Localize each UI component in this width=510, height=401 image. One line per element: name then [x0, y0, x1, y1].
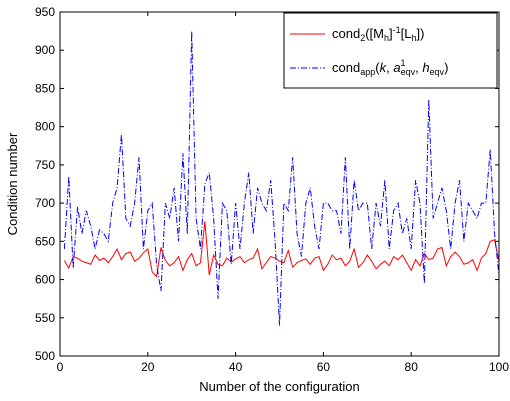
y-tick-label-6: 800 — [35, 120, 55, 134]
legend-entry-1: condapp(k, a1 eqv, heqv) — [332, 58, 448, 77]
y-tick-label-3: 650 — [35, 234, 55, 248]
x-tick-label-2: 40 — [229, 360, 243, 374]
legend-box — [283, 12, 498, 89]
y-tick-label-0: 500 — [35, 349, 55, 363]
y-tick-label-2: 600 — [35, 273, 55, 287]
ticks-layer: 0 20 40 60 80 100 500 550 600 650 700 750 800 850 900 9… — [35, 5, 509, 374]
y-tick-label-1: 550 — [35, 311, 55, 325]
y-axis-label: Condition number — [5, 132, 20, 235]
y-tick-label-8: 900 — [35, 43, 55, 57]
y-tick-label-5: 750 — [35, 158, 55, 172]
x-tick-label-1: 20 — [141, 360, 155, 374]
x-tick-label-3: 60 — [317, 360, 331, 374]
x-tick-label-4: 80 — [405, 360, 419, 374]
y-tick-label-9: 950 — [35, 5, 55, 19]
y-tick-label-7: 850 — [35, 81, 55, 95]
x-axis-label: Number of the configuration — [199, 379, 359, 394]
y-tick-label-4: 700 — [35, 196, 55, 210]
legend: cond2([Mh]-1[Lh]) condapp(k, a1 eqv, heqv… — [283, 12, 498, 89]
x-tick-label-5: 100 — [489, 360, 509, 374]
series-layer — [63, 31, 500, 326]
series-line-1 — [63, 31, 500, 326]
legend-entry-0: cond2([Mh]-1[Lh]) — [332, 25, 424, 43]
x-tick-label-0: 0 — [57, 360, 64, 374]
plot-frame — [59, 11, 500, 357]
